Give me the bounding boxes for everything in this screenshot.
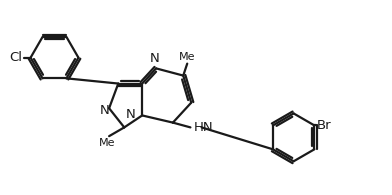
Text: Me: Me [179,52,196,62]
Text: HN: HN [194,121,213,134]
Text: N: N [150,52,160,65]
Text: Me: Me [99,138,116,148]
Text: N: N [100,104,110,117]
Text: Br: Br [316,119,331,132]
Text: N: N [126,108,136,121]
Text: Cl: Cl [9,51,22,64]
